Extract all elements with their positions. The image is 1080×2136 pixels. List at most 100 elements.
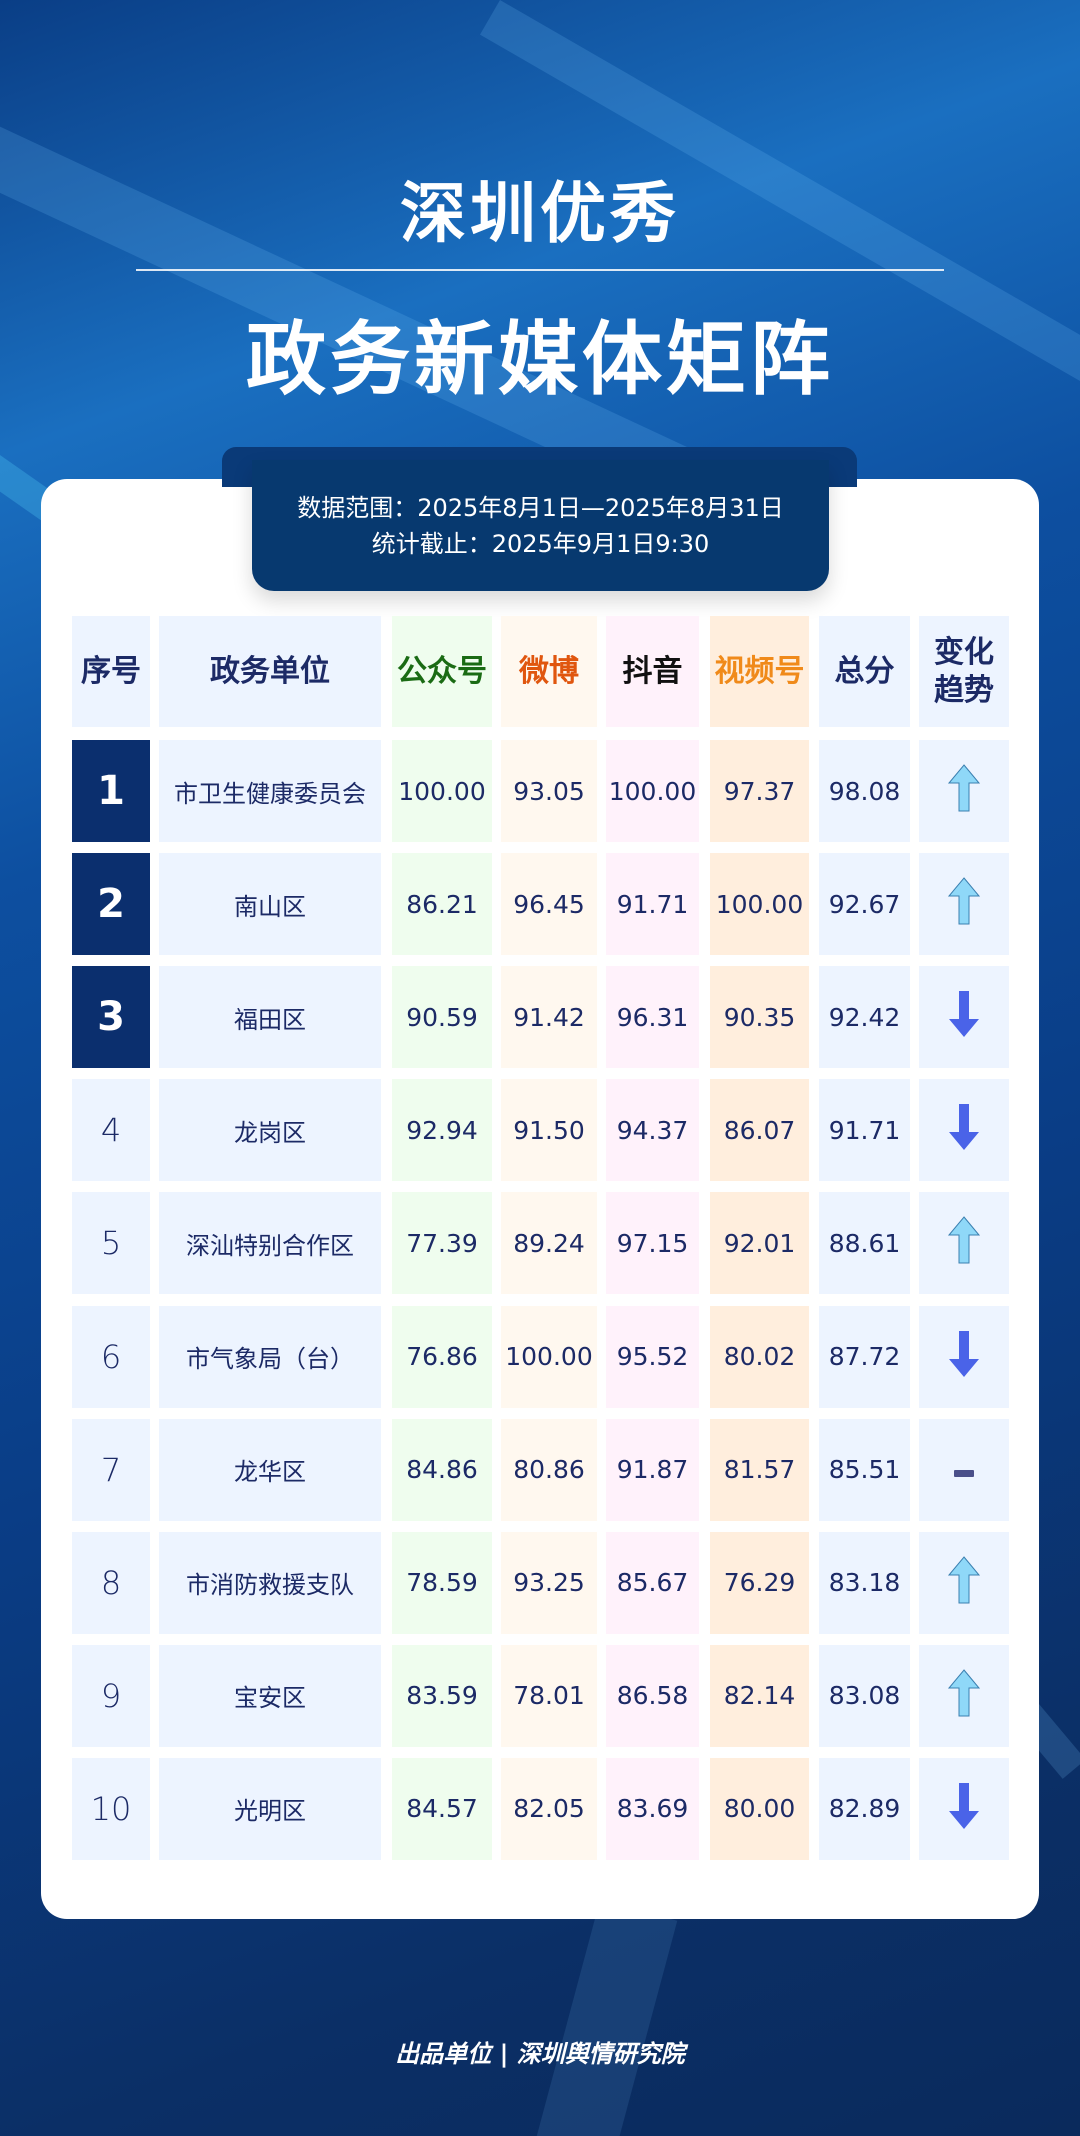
video-cell: 100.00 bbox=[710, 853, 809, 956]
video-cell: 86.07 bbox=[710, 1079, 809, 1182]
total-value: 82.89 bbox=[828, 1794, 901, 1824]
weibo-value: 91.42 bbox=[513, 1002, 585, 1032]
trend-cell bbox=[919, 1192, 1009, 1295]
header-rank: 序号 bbox=[72, 616, 150, 727]
weibo-cell: 82.05 bbox=[501, 1757, 597, 1860]
gzh-value: 78.59 bbox=[406, 1568, 478, 1598]
arrow-down-icon bbox=[947, 1329, 981, 1385]
douyin-cell: 97.15 bbox=[606, 1192, 699, 1295]
weibo-cell: 91.42 bbox=[501, 966, 597, 1069]
video-cell: 82.14 bbox=[710, 1644, 809, 1747]
douyin-value: 96.31 bbox=[616, 1002, 689, 1032]
gzh-cell: 84.86 bbox=[392, 1418, 492, 1521]
video-value: 100.00 bbox=[715, 889, 804, 919]
unit-cell: 龙华区 bbox=[159, 1418, 381, 1521]
gzh-cell: 76.86 bbox=[392, 1305, 492, 1408]
title-divider bbox=[136, 269, 944, 271]
douyin-value: 95.52 bbox=[616, 1342, 689, 1371]
trend-cell bbox=[919, 1531, 1009, 1634]
unit-value: 市消防救援支队 bbox=[186, 1571, 354, 1600]
video-value: 90.35 bbox=[723, 1002, 796, 1032]
douyin-cell: 96.31 bbox=[606, 966, 699, 1069]
video-cell: 80.02 bbox=[710, 1305, 809, 1408]
total-value: 83.18 bbox=[828, 1568, 901, 1598]
trend-cell bbox=[919, 1079, 1009, 1182]
title-line1: 深圳优秀 bbox=[400, 175, 680, 252]
gzh-value: 83.59 bbox=[406, 1681, 478, 1711]
unit-cell: 市卫生健康委员会 bbox=[159, 740, 381, 842]
unit-value: 龙华区 bbox=[234, 1458, 306, 1487]
header-label: 序号 bbox=[81, 653, 141, 689]
total-cell: 92.42 bbox=[819, 966, 910, 1069]
rank-value: 2 bbox=[97, 881, 125, 928]
arrow-up-icon bbox=[947, 1215, 981, 1271]
weibo-value: 100.00 bbox=[505, 1342, 593, 1371]
arrow-up-icon bbox=[947, 1555, 981, 1611]
douyin-value: 97.15 bbox=[616, 1228, 689, 1258]
total-cell: 82.89 bbox=[819, 1757, 910, 1860]
gzh-value: 76.86 bbox=[406, 1342, 478, 1371]
weibo-cell: 100.00 bbox=[501, 1305, 597, 1408]
gzh-cell: 86.21 bbox=[392, 853, 492, 956]
weibo-cell: 93.05 bbox=[501, 740, 597, 842]
douyin-value: 83.69 bbox=[616, 1794, 689, 1824]
weibo-cell: 89.24 bbox=[501, 1192, 597, 1295]
gzh-value: 90.59 bbox=[406, 1002, 478, 1032]
date-banner: 数据范围：2025年8月1日—2025年8月31日 统计截止：2025年9月1日… bbox=[252, 460, 829, 591]
total-value: 85.51 bbox=[828, 1455, 901, 1485]
unit-cell: 市气象局（台） bbox=[159, 1305, 381, 1408]
video-value: 97.37 bbox=[723, 776, 796, 806]
video-value: 80.00 bbox=[723, 1794, 796, 1824]
weibo-value: 93.25 bbox=[513, 1568, 585, 1598]
unit-value: 南山区 bbox=[234, 892, 306, 921]
weibo-cell: 80.86 bbox=[501, 1418, 597, 1521]
douyin-cell: 95.52 bbox=[606, 1305, 699, 1408]
rank-value: 8 bbox=[100, 1563, 122, 1602]
rank-value: 9 bbox=[100, 1676, 122, 1715]
header-label: 抖音 bbox=[622, 653, 683, 689]
cutoff-time: 统计截止：2025年9月1日9:30 bbox=[371, 530, 710, 558]
gzh-cell: 78.59 bbox=[392, 1531, 492, 1634]
douyin-cell: 85.67 bbox=[606, 1531, 699, 1634]
unit-cell: 光明区 bbox=[159, 1757, 381, 1860]
unit-cell: 市消防救援支队 bbox=[159, 1531, 381, 1634]
trend-cell bbox=[919, 966, 1009, 1069]
video-cell: 76.29 bbox=[710, 1531, 809, 1634]
weibo-value: 82.05 bbox=[513, 1794, 585, 1824]
dash-icon bbox=[954, 1455, 974, 1484]
header-total: 总分 bbox=[819, 616, 910, 727]
gzh-value: 84.86 bbox=[406, 1455, 478, 1485]
gzh-cell: 84.57 bbox=[392, 1757, 492, 1860]
unit-value: 光明区 bbox=[234, 1797, 306, 1826]
gzh-cell: 100.00 bbox=[392, 740, 492, 842]
weibo-cell: 93.25 bbox=[501, 1531, 597, 1634]
rank-value: 3 bbox=[97, 994, 125, 1041]
total-cell: 91.71 bbox=[819, 1079, 910, 1182]
total-cell: 98.08 bbox=[819, 740, 910, 842]
douyin-cell: 100.00 bbox=[606, 740, 699, 842]
gzh-cell: 92.94 bbox=[392, 1079, 492, 1182]
weibo-value: 89.24 bbox=[513, 1228, 585, 1258]
unit-value: 龙岗区 bbox=[234, 1118, 306, 1147]
total-value: 98.08 bbox=[828, 776, 901, 806]
gzh-cell: 90.59 bbox=[392, 966, 492, 1069]
rank-cell: 10 bbox=[72, 1757, 150, 1860]
video-cell: 90.35 bbox=[710, 966, 809, 1069]
header-gzh: 公众号 bbox=[392, 616, 492, 727]
video-value: 76.29 bbox=[723, 1568, 796, 1598]
video-cell: 80.00 bbox=[710, 1757, 809, 1860]
douyin-value: 100.00 bbox=[608, 776, 697, 806]
rank-cell: 1 bbox=[72, 740, 150, 842]
trend-cell bbox=[919, 1757, 1009, 1860]
header-label: 变化趋势 bbox=[934, 634, 994, 708]
header-label: 视频号 bbox=[714, 653, 805, 689]
rank-value: 6 bbox=[100, 1337, 122, 1376]
douyin-cell: 86.58 bbox=[606, 1644, 699, 1747]
header-label: 微博 bbox=[519, 653, 579, 689]
weibo-cell: 78.01 bbox=[501, 1644, 597, 1747]
gzh-value: 77.39 bbox=[406, 1228, 478, 1258]
total-cell: 83.08 bbox=[819, 1644, 910, 1747]
weibo-value: 80.86 bbox=[513, 1455, 585, 1485]
gzh-cell: 77.39 bbox=[392, 1192, 492, 1295]
header-weibo: 微博 bbox=[501, 616, 597, 727]
